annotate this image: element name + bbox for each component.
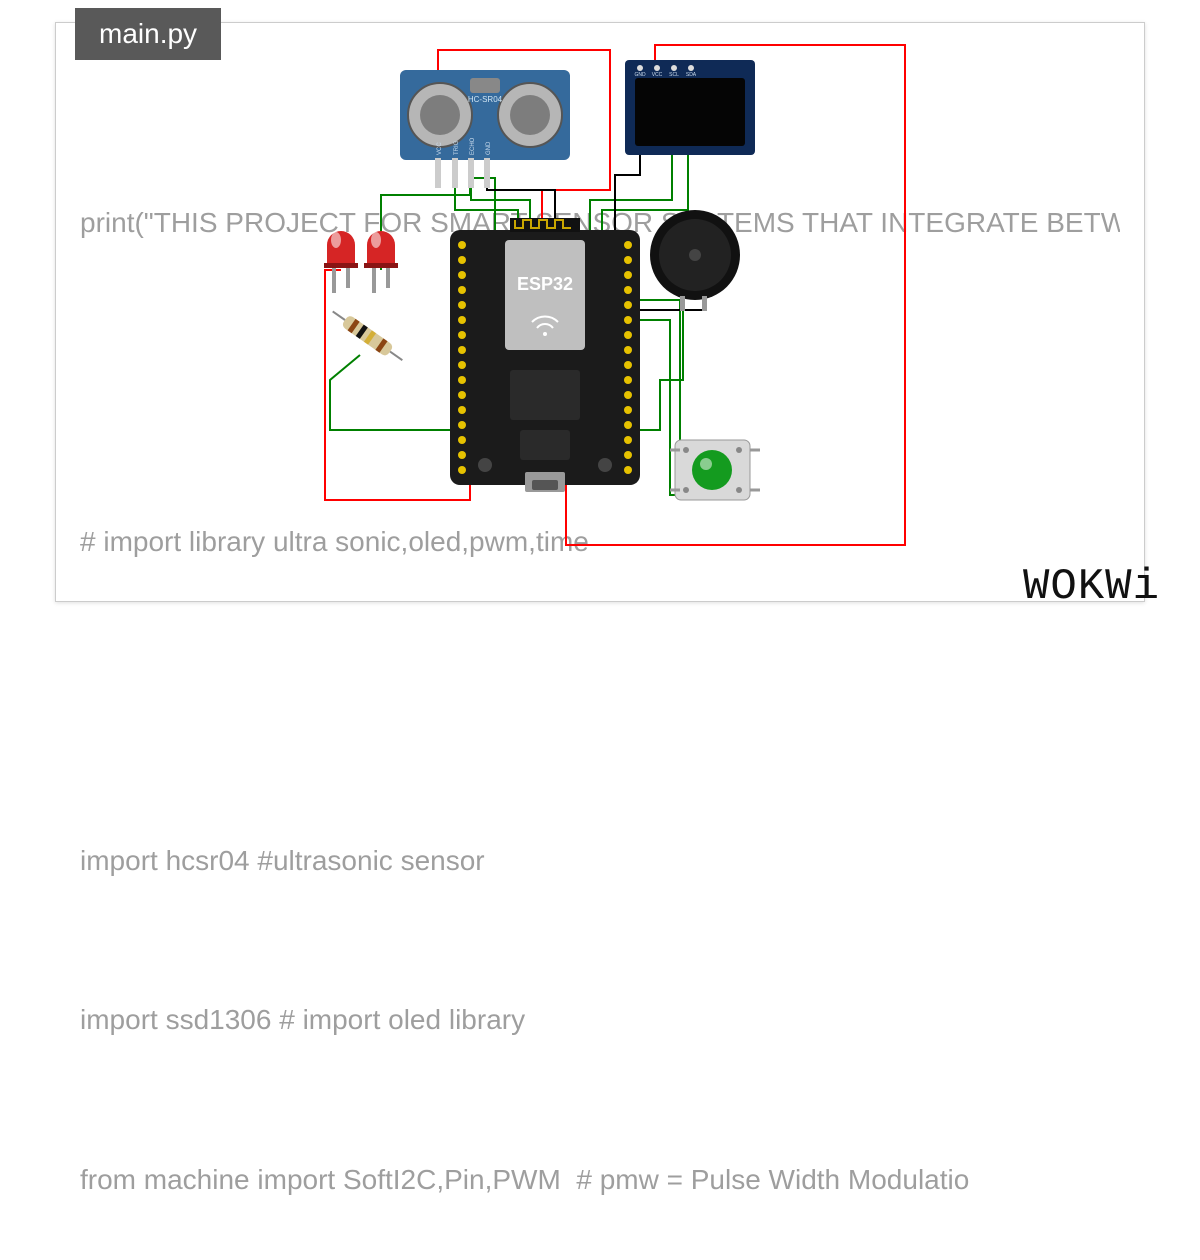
code-line — [80, 675, 1120, 728]
wokwi-logo: WOKWi — [1023, 562, 1160, 612]
file-tab[interactable]: main.py — [75, 8, 221, 60]
code-line: from machine import SoftI2C,Pin,PWM # pm… — [80, 1153, 1120, 1206]
code-line: print("THIS PROJECT FOR SMART SENSOR SYS… — [80, 196, 1120, 249]
code-editor[interactable]: print("THIS PROJECT FOR SMART SENSOR SYS… — [80, 90, 1120, 1260]
code-line: import hcsr04 #ultrasonic sensor — [80, 834, 1120, 887]
code-line: # import library ultra sonic,oled,pwm,ti… — [80, 515, 1120, 568]
file-tab-label: main.py — [99, 18, 197, 49]
code-line: import ssd1306 # import oled library — [80, 993, 1120, 1046]
code-line — [80, 356, 1120, 409]
